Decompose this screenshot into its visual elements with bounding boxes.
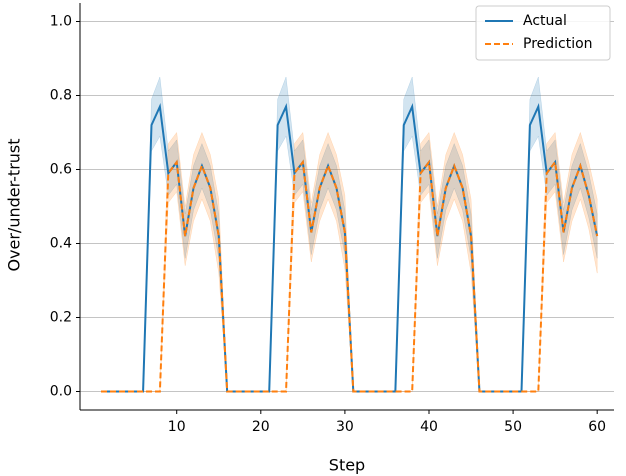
y-tick-label: 0.8	[50, 88, 72, 104]
legend-label: Prediction	[523, 36, 593, 52]
y-tick-label: 0.0	[50, 384, 72, 400]
y-tick-label: 0.4	[50, 236, 72, 252]
y-tick-label: 0.6	[50, 162, 72, 178]
y-tick-label: 1.0	[50, 14, 72, 30]
x-axis-label: Step	[329, 456, 365, 475]
y-axis-label: Over/under-trust	[5, 138, 24, 271]
x-tick-label: 60	[588, 419, 606, 435]
legend-label: Actual	[523, 13, 567, 29]
x-tick-label: 30	[336, 419, 354, 435]
x-tick-label: 20	[252, 419, 270, 435]
x-tick-label: 50	[504, 419, 522, 435]
x-tick-label: 10	[168, 419, 186, 435]
data-line	[101, 159, 599, 393]
x-tick-label: 40	[420, 419, 438, 435]
legend-box	[475, 5, 611, 61]
y-tick-label: 0.2	[50, 310, 72, 326]
legend: Actual Prediction	[475, 5, 611, 61]
